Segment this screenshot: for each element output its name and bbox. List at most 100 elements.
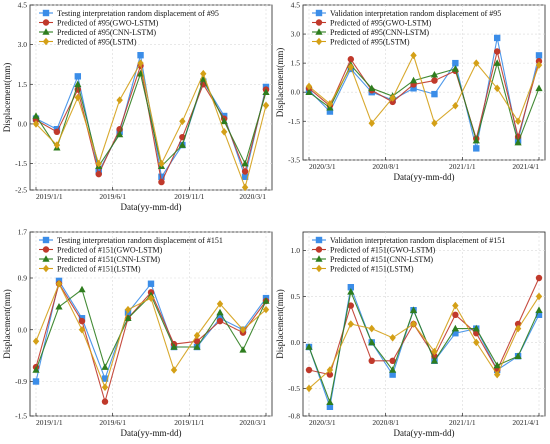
- legend-marker: [315, 264, 323, 273]
- y-tick-label: 4.5: [18, 1, 28, 10]
- data-point: [158, 173, 165, 180]
- data-point: [347, 302, 355, 309]
- data-point: [410, 51, 417, 60]
- data-point: [78, 317, 86, 325]
- data-point: [451, 324, 459, 332]
- data-point: [305, 82, 313, 91]
- data-point: [430, 70, 439, 78]
- y-tick-label: 0.0: [291, 88, 301, 97]
- data-point: [409, 306, 418, 313]
- y-tick-label: 0.0: [18, 325, 28, 334]
- data-point: [493, 370, 501, 379]
- x-tick-label: 2019/6/1: [99, 192, 126, 201]
- data-point: [193, 343, 201, 350]
- legend-entry: Predicted of #95(LSTM): [57, 38, 137, 47]
- series-line-1: [308, 37, 540, 149]
- data-point: [535, 52, 543, 59]
- data-point: [74, 93, 82, 102]
- data-point: [241, 159, 249, 167]
- data-point: [216, 300, 224, 308]
- series-line-3: [308, 289, 540, 405]
- x-axis-label: Data(yy-mm-dd): [394, 172, 455, 182]
- data-point: [101, 398, 109, 405]
- data-point: [347, 56, 355, 63]
- data-point: [535, 306, 543, 313]
- x-tick-label: 2020/8/1: [372, 418, 399, 427]
- data-point: [368, 84, 376, 92]
- data-point: [410, 85, 417, 92]
- data-point: [137, 52, 144, 59]
- data-point: [193, 331, 201, 340]
- chart-panel-2: -3.5 -1.5 0.0 1.5 3.0 4.5 2020/3/1 2020/8/1 2021…: [275, 1, 546, 182]
- legend-entry: Predicted of #151(GWO-LSTM): [57, 246, 163, 255]
- data-point: [347, 284, 355, 291]
- data-point: [124, 314, 132, 322]
- x-tick-label: 2020/8/1: [372, 162, 399, 171]
- x-tick-label: 2019/1/1: [36, 418, 63, 427]
- legend-marker: [42, 246, 50, 253]
- series-line-4: [35, 61, 267, 190]
- data-point: [95, 159, 102, 168]
- data-point: [170, 343, 178, 350]
- y-tick-label: 1.5: [18, 80, 28, 89]
- data-point: [158, 159, 165, 168]
- legend-entry: Predicted of #151(CNN-LSTM): [57, 255, 160, 264]
- y-tick-label: -2.5: [15, 186, 27, 195]
- data-point: [74, 73, 82, 80]
- data-point: [493, 48, 501, 55]
- series-line-4: [308, 296, 540, 389]
- data-point: [326, 100, 334, 108]
- data-point: [451, 65, 459, 72]
- data-point: [535, 84, 543, 92]
- data-point: [431, 119, 438, 127]
- data-point: [389, 357, 396, 364]
- x-axis-label: Data(yy-mm-dd): [121, 202, 182, 212]
- data-point: [493, 84, 501, 93]
- y-tick-label: 0.0: [18, 119, 28, 128]
- plot-frame: [29, 4, 273, 191]
- x-tick-label: 2021/1/1: [449, 162, 476, 171]
- legend-entry: Validation interpretation random displac…: [330, 236, 505, 245]
- data-point: [472, 136, 480, 144]
- data-point: [493, 59, 501, 66]
- chart-panel-4: -0.8 -0.5 0.0 0.5 1.0 2020/3/1 2020/8/1 2021/1/…: [275, 231, 546, 438]
- data-point: [472, 324, 480, 332]
- legend-marker: [42, 236, 50, 244]
- data-point: [53, 141, 61, 149]
- data-point: [241, 168, 249, 175]
- data-point: [178, 141, 186, 148]
- legend-marker: [315, 9, 323, 17]
- legend-entry: Predicted of #95(GWO-LSTM): [57, 19, 159, 28]
- legend-marker: [315, 246, 323, 253]
- y-tick-label: -0.8: [288, 412, 300, 421]
- y-tick-label: -0.5: [288, 384, 300, 393]
- data-point: [74, 80, 82, 88]
- legend-marker: [42, 28, 50, 35]
- x-tick-label: 2021/1/1: [449, 418, 476, 427]
- data-point: [368, 119, 375, 127]
- data-point: [239, 325, 247, 334]
- data-point: [535, 61, 543, 69]
- data-point: [347, 320, 355, 328]
- data-point: [452, 330, 459, 337]
- data-point: [326, 371, 334, 378]
- legend-entry: Predicted of #95(LSTM): [330, 38, 410, 47]
- legend-entry: Testing interpretation random displaceme…: [57, 236, 223, 245]
- data-point: [220, 128, 228, 136]
- data-point: [326, 398, 334, 405]
- data-point: [389, 366, 397, 373]
- data-point: [431, 347, 438, 356]
- data-point: [473, 59, 480, 67]
- data-point: [124, 305, 132, 314]
- data-point: [216, 308, 224, 316]
- data-point: [32, 366, 40, 373]
- legend-marker: [315, 37, 323, 46]
- x-tick-label: 2019/11/1: [174, 418, 204, 427]
- legend-marker: [315, 28, 323, 35]
- data-point: [262, 297, 270, 304]
- data-point: [493, 361, 501, 369]
- y-tick-label: -0.9: [15, 377, 27, 386]
- y-axis-label: Displacement(mm): [275, 48, 285, 117]
- x-tick-label: 2019/1/1: [36, 192, 63, 201]
